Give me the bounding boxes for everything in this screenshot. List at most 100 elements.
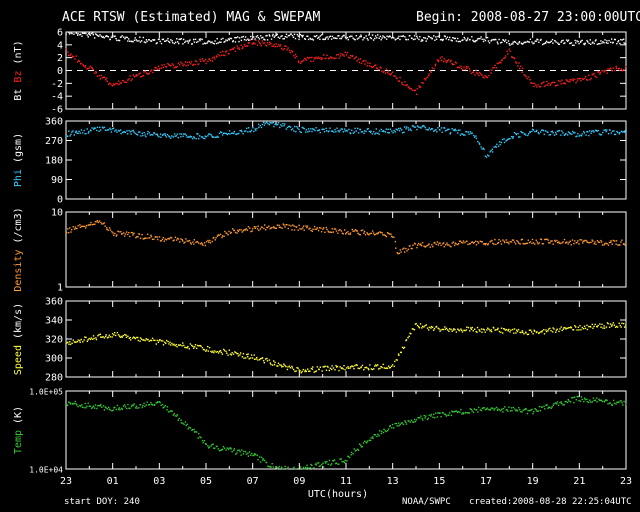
data-point bbox=[249, 454, 252, 456]
data-point bbox=[395, 38, 397, 40]
data-point bbox=[400, 422, 402, 424]
data-point bbox=[523, 408, 526, 411]
data-point bbox=[258, 38, 261, 40]
data-point bbox=[597, 71, 599, 73]
data-point bbox=[156, 339, 158, 342]
data-point bbox=[453, 410, 456, 413]
data-point bbox=[424, 79, 427, 81]
data-point bbox=[403, 247, 405, 249]
data-point bbox=[456, 66, 459, 69]
data-point bbox=[525, 332, 527, 334]
data-point bbox=[561, 329, 563, 332]
data-point bbox=[596, 43, 599, 46]
data-point bbox=[76, 132, 78, 134]
data-point bbox=[123, 131, 126, 133]
data-point bbox=[244, 130, 247, 132]
data-point bbox=[70, 133, 72, 136]
data-point bbox=[380, 365, 382, 368]
data-point bbox=[396, 359, 398, 361]
data-point bbox=[368, 368, 370, 371]
data-point bbox=[459, 411, 461, 413]
data-point bbox=[74, 400, 77, 403]
data-point bbox=[198, 38, 201, 41]
data-point bbox=[289, 51, 291, 54]
data-point bbox=[133, 131, 135, 133]
data-point bbox=[615, 67, 618, 69]
data-point bbox=[521, 71, 523, 73]
data-point bbox=[414, 38, 416, 40]
data-point bbox=[151, 403, 153, 406]
data-point bbox=[204, 443, 207, 445]
data-point bbox=[278, 44, 280, 46]
data-point bbox=[381, 130, 384, 133]
data-point bbox=[130, 133, 132, 135]
data-point bbox=[618, 244, 620, 246]
data-point bbox=[538, 332, 541, 334]
data-point bbox=[624, 42, 627, 45]
data-point bbox=[425, 415, 427, 417]
data-point bbox=[395, 247, 397, 249]
data-point bbox=[201, 346, 204, 349]
data-point bbox=[113, 83, 115, 85]
data-point bbox=[451, 40, 453, 42]
data-point bbox=[539, 39, 542, 42]
data-point bbox=[211, 41, 213, 43]
data-point bbox=[149, 237, 151, 239]
data-point bbox=[195, 241, 197, 243]
data-point bbox=[138, 40, 140, 42]
data-point bbox=[516, 409, 518, 411]
data-point bbox=[425, 40, 427, 42]
data-point bbox=[132, 234, 134, 236]
data-point bbox=[424, 246, 426, 248]
data-point bbox=[564, 133, 567, 136]
data-point bbox=[454, 128, 456, 131]
data-point bbox=[379, 66, 381, 68]
data-point bbox=[235, 351, 237, 354]
data-point bbox=[574, 326, 577, 328]
data-point bbox=[73, 402, 75, 405]
data-point bbox=[75, 227, 77, 230]
data-point bbox=[452, 129, 455, 131]
data-point bbox=[223, 235, 225, 237]
data-point bbox=[375, 128, 377, 130]
data-point bbox=[518, 40, 521, 43]
data-point bbox=[401, 35, 404, 37]
data-point bbox=[301, 370, 303, 373]
data-point bbox=[509, 44, 511, 46]
data-point bbox=[320, 58, 323, 61]
data-point bbox=[526, 333, 529, 336]
data-point bbox=[79, 341, 81, 343]
data-point bbox=[462, 240, 465, 242]
data-point bbox=[489, 151, 491, 153]
data-point bbox=[157, 38, 160, 41]
data-point bbox=[460, 65, 462, 67]
data-point bbox=[76, 61, 79, 63]
data-point bbox=[207, 239, 209, 242]
data-point bbox=[157, 341, 160, 343]
data-point bbox=[413, 418, 416, 421]
data-point bbox=[408, 420, 410, 422]
data-point bbox=[275, 43, 277, 45]
data-point bbox=[363, 132, 365, 134]
data-point bbox=[355, 449, 357, 452]
data-point bbox=[273, 125, 275, 128]
data-point bbox=[193, 137, 196, 139]
data-point bbox=[174, 236, 177, 238]
data-point bbox=[460, 408, 462, 411]
data-point bbox=[68, 33, 71, 35]
data-point bbox=[173, 412, 175, 415]
data-point bbox=[528, 241, 531, 244]
data-point bbox=[205, 136, 207, 138]
data-point bbox=[236, 45, 238, 47]
data-point bbox=[391, 423, 394, 426]
data-point bbox=[208, 346, 211, 349]
data-point bbox=[135, 39, 137, 41]
data-point bbox=[295, 370, 297, 372]
data-point bbox=[399, 249, 402, 251]
data-point bbox=[194, 38, 197, 41]
data-point bbox=[194, 63, 196, 66]
data-point bbox=[148, 132, 151, 134]
data-point bbox=[444, 413, 446, 415]
data-point bbox=[617, 131, 619, 134]
data-point bbox=[576, 329, 578, 331]
